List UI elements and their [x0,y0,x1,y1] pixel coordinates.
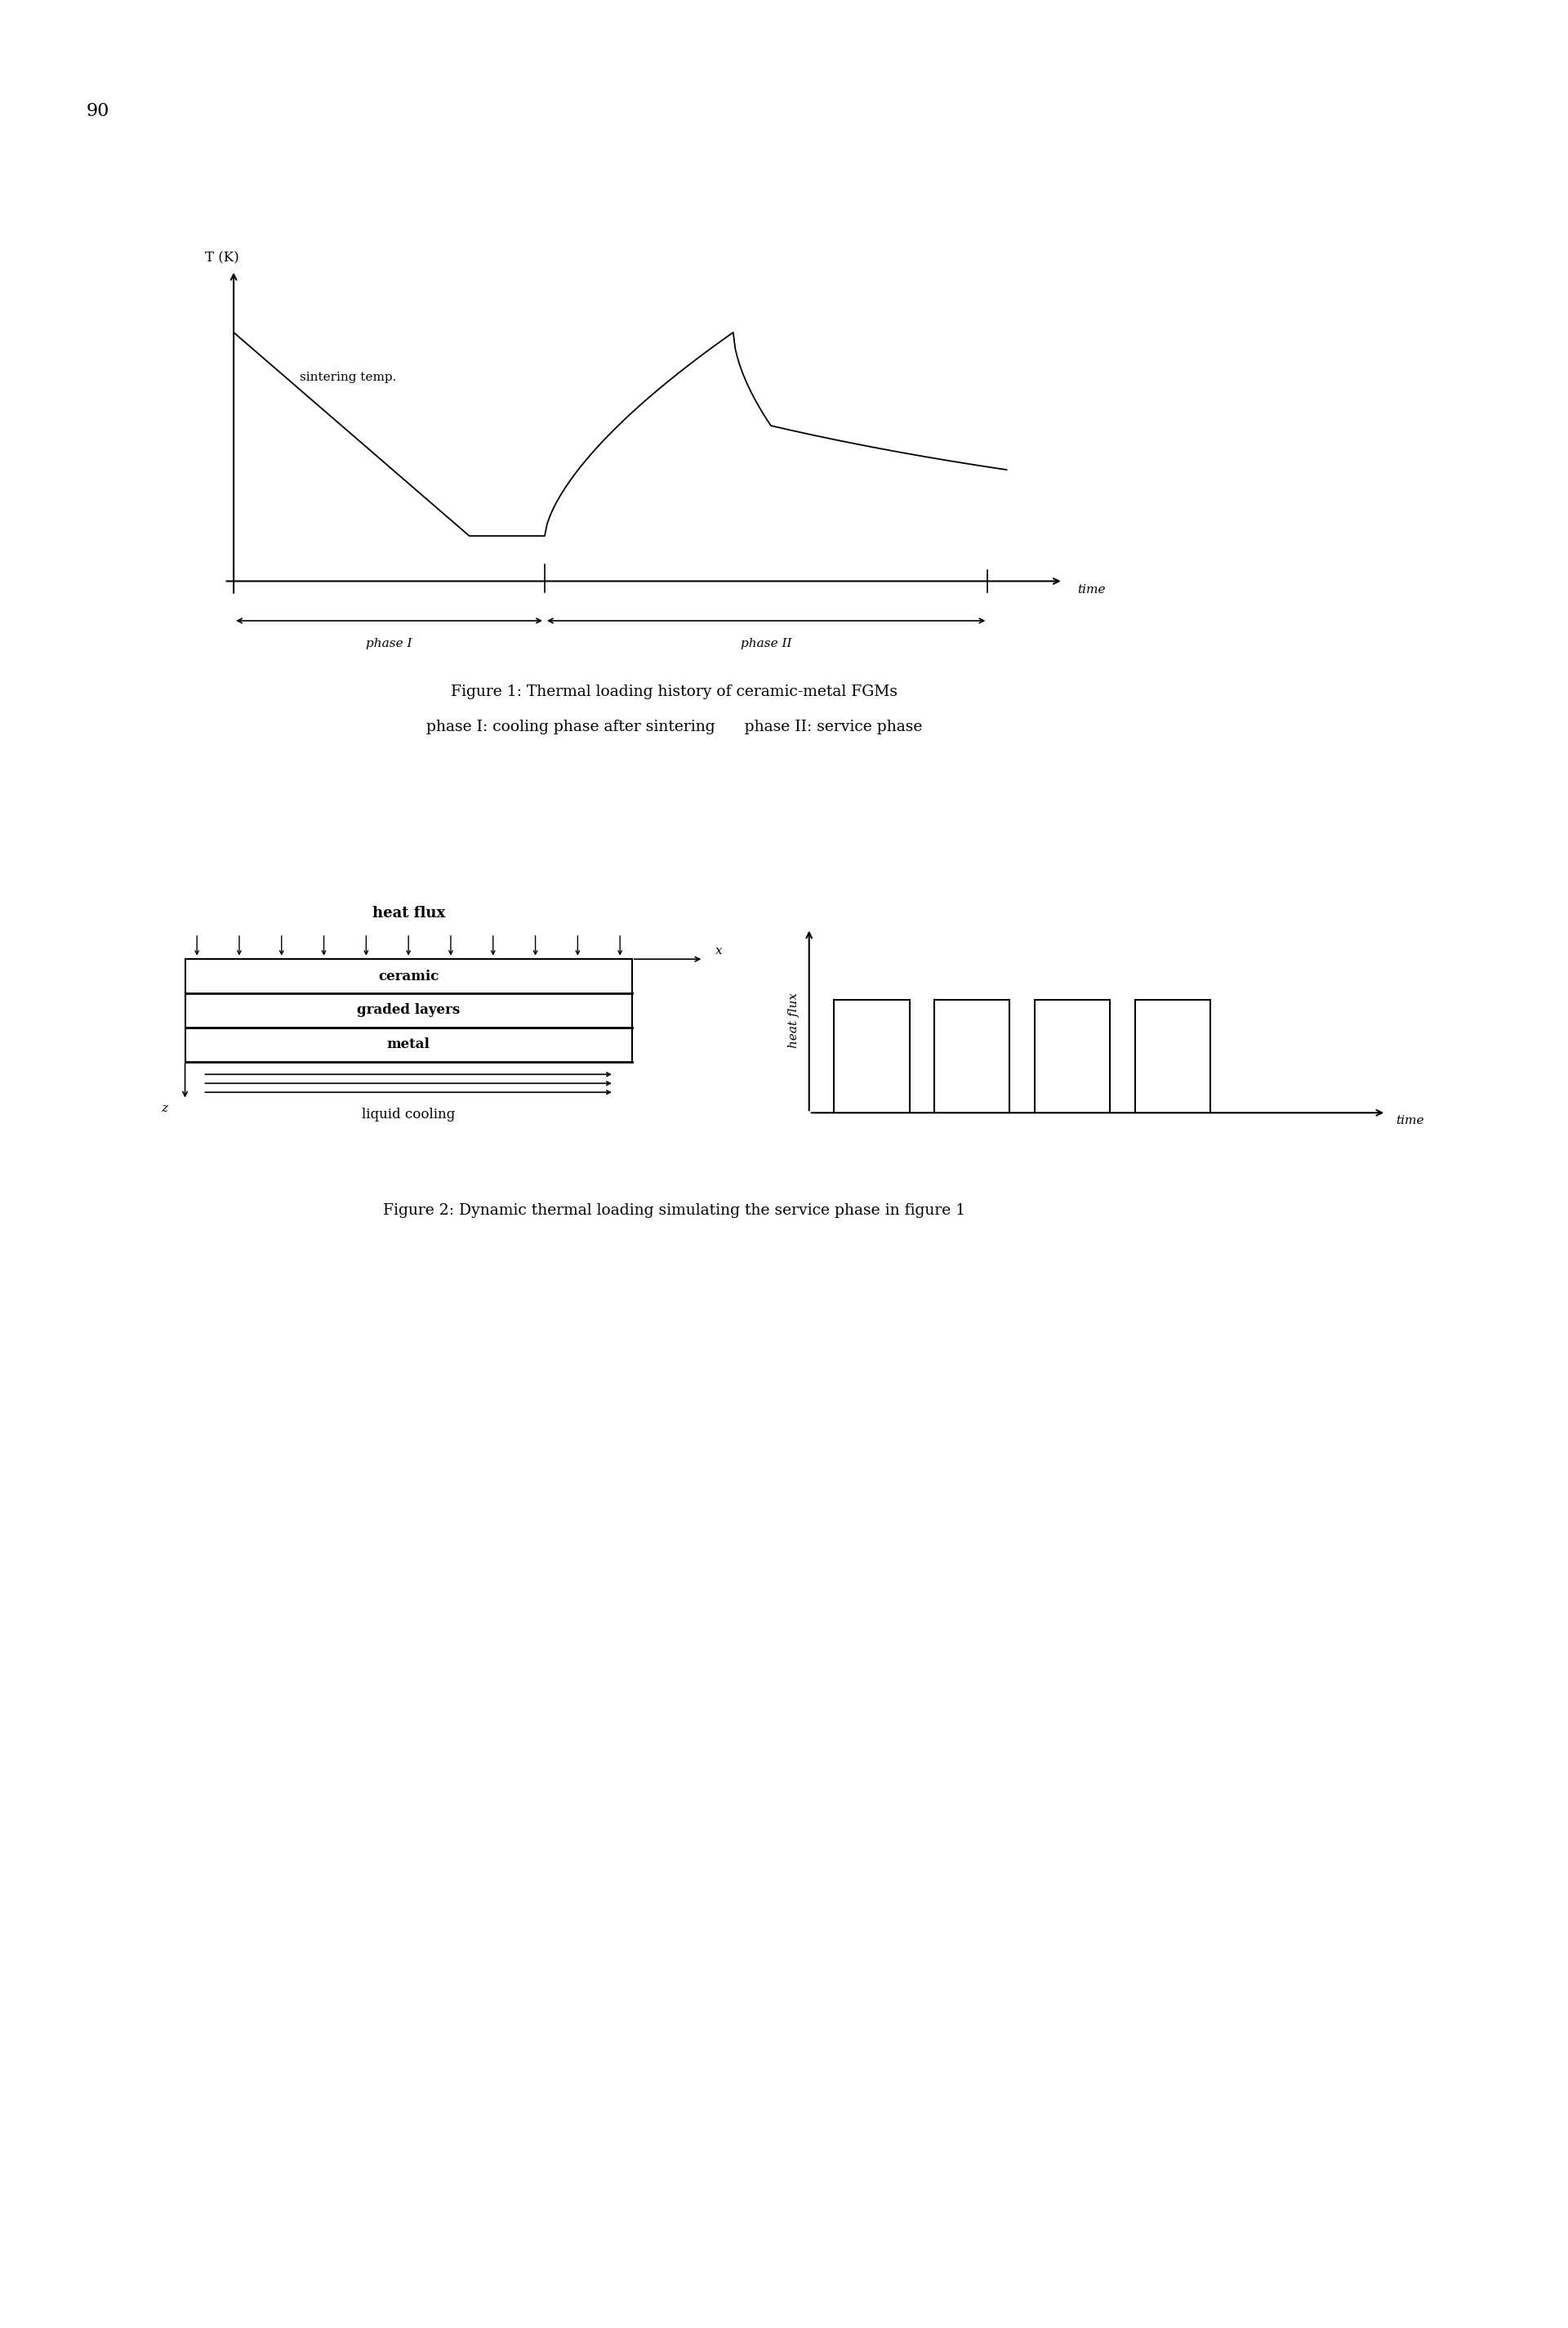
Text: ceramic: ceramic [378,968,439,982]
Text: time: time [1396,1115,1424,1127]
Text: heat flux: heat flux [372,906,445,922]
Text: phase I: phase I [365,638,412,650]
Text: Figure 2: Dynamic thermal loading simulating the service phase in figure 1: Figure 2: Dynamic thermal loading simula… [383,1204,966,1218]
Text: phase I: cooling phase after sintering      phase II: service phase: phase I: cooling phase after sintering p… [426,719,922,733]
Text: Figure 1: Thermal loading history of ceramic-metal FGMs: Figure 1: Thermal loading history of cer… [452,684,897,698]
Text: T (K): T (K) [205,251,240,265]
Text: time: time [1077,584,1105,596]
Text: heat flux: heat flux [789,992,800,1048]
Text: 90: 90 [86,102,110,121]
Text: sintering temp.: sintering temp. [299,372,397,384]
Text: z: z [160,1103,168,1115]
Text: liquid cooling: liquid cooling [362,1108,455,1122]
Text: phase II: phase II [740,638,792,650]
Text: x: x [715,945,723,957]
Text: graded layers: graded layers [358,1003,459,1017]
Text: metal: metal [387,1038,430,1052]
